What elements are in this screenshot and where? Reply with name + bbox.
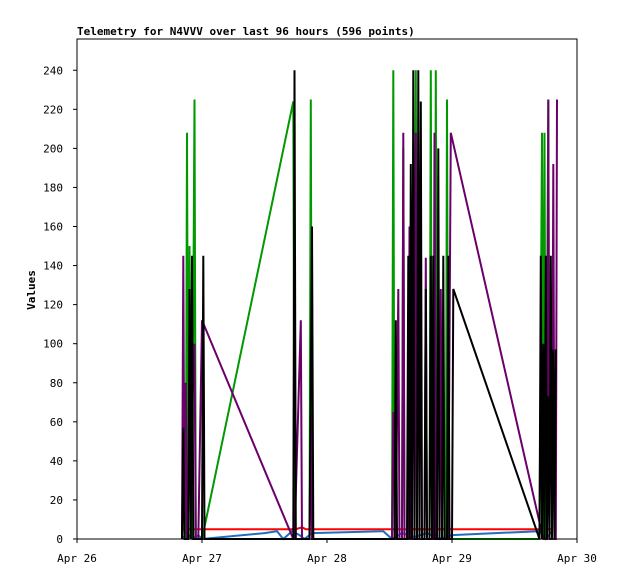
y-axis-ticks: 0 20 40 60 80 100 120 140 160 180 200 220 240 xyxy=(43,64,77,546)
x-axis-ticks: Apr 26 Apr 27 Apr 28 Apr 29 Apr 30 xyxy=(57,539,597,565)
x-tick-label: Apr 28 xyxy=(307,552,347,565)
y-tick-label: 20 xyxy=(50,494,63,507)
plot-frame xyxy=(76,38,578,540)
y-tick-label: 60 xyxy=(50,416,63,429)
series-line-2 xyxy=(181,70,555,540)
y-tick-label: 120 xyxy=(43,299,63,312)
x-tick-label: Apr 30 xyxy=(557,552,597,565)
series-layer xyxy=(181,70,558,541)
y-tick-label: 40 xyxy=(50,455,63,468)
y-tick-label: 200 xyxy=(43,142,63,155)
x-tick-label: Apr 27 xyxy=(182,552,222,565)
y-tick-label: 160 xyxy=(43,221,63,234)
y-axis-label: Values xyxy=(25,270,38,310)
y-tick-label: 100 xyxy=(43,338,63,351)
series-line-0 xyxy=(182,526,552,531)
y-tick-label: 0 xyxy=(56,533,63,546)
series-line-4 xyxy=(181,70,557,540)
y-tick-label: 80 xyxy=(50,377,63,390)
y-tick-label: 140 xyxy=(43,260,63,273)
series-line-1 xyxy=(181,529,553,541)
y-tick-label: 240 xyxy=(43,64,63,77)
chart-title: Telemetry for N4VVV over last 96 hours (… xyxy=(77,25,415,38)
y-tick-label: 220 xyxy=(43,103,63,116)
x-tick-label: Apr 29 xyxy=(432,552,472,565)
series-line-3 xyxy=(181,99,558,540)
y-tick-label: 180 xyxy=(43,181,63,194)
x-tick-label: Apr 26 xyxy=(57,552,97,565)
